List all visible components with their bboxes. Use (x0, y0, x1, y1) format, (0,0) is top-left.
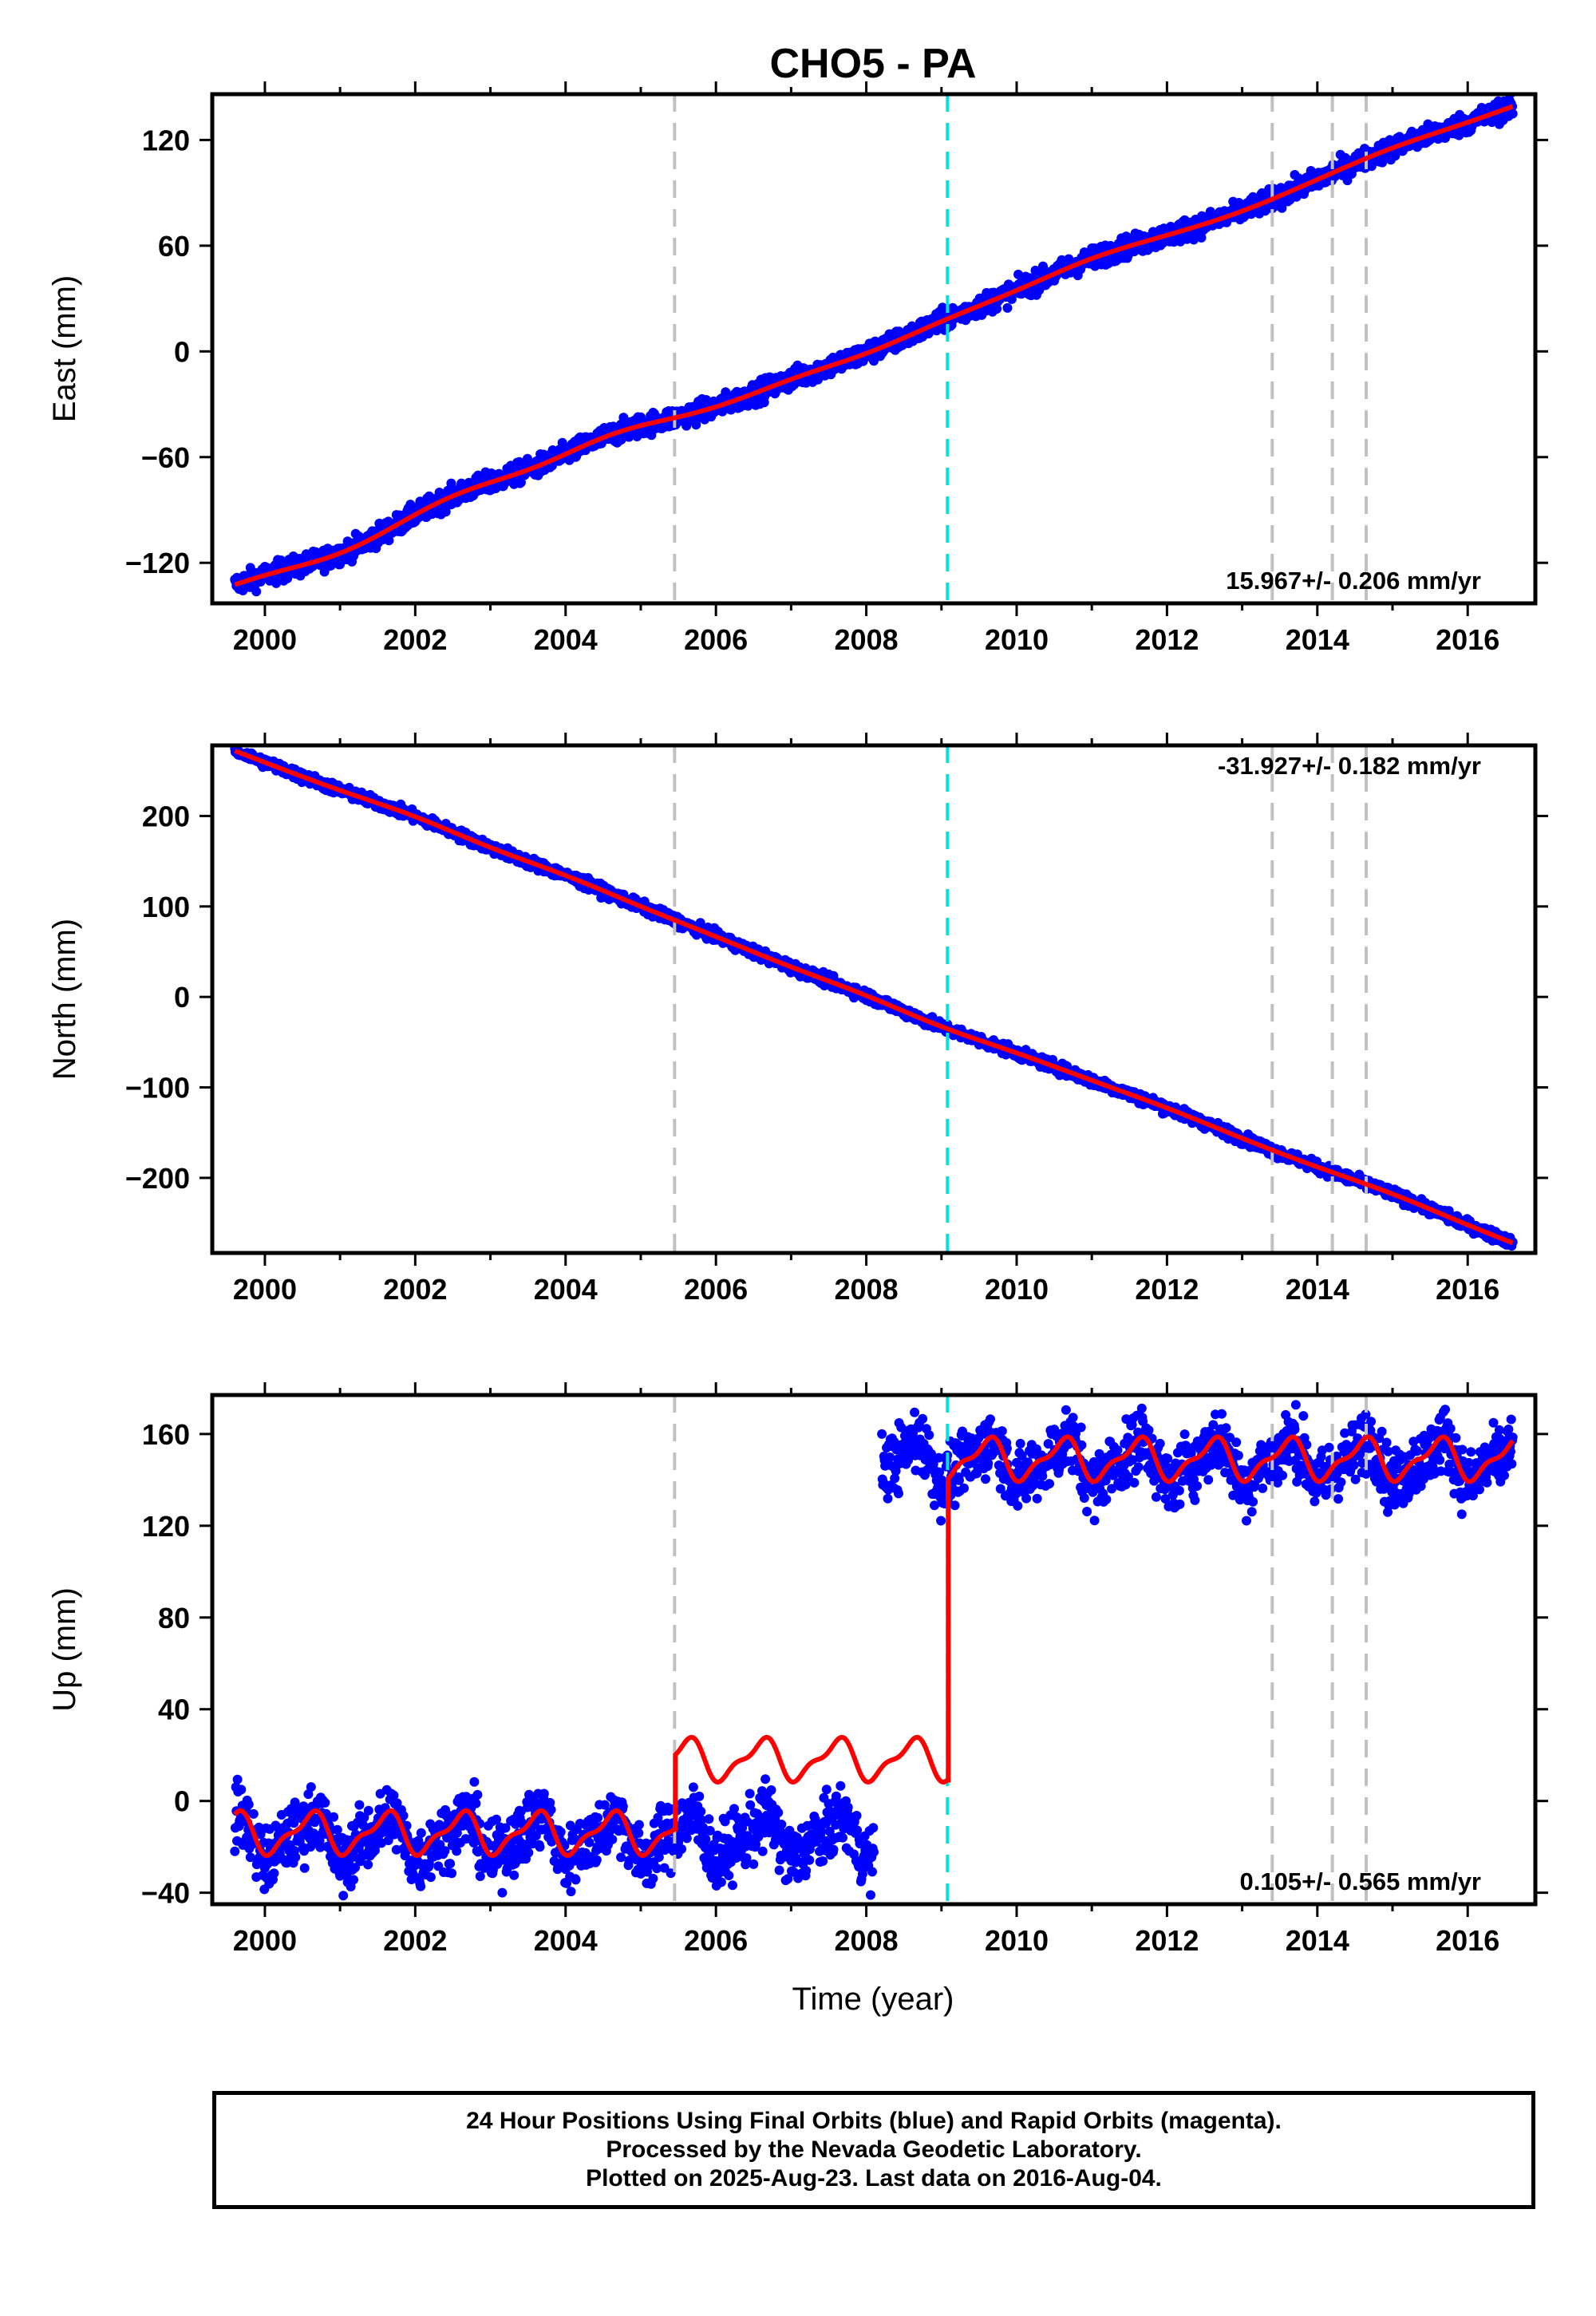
y-tick-label: −200 (125, 1162, 190, 1195)
position-point (236, 1784, 247, 1795)
x-tick-label: 2010 (985, 623, 1049, 656)
position-point (251, 587, 262, 597)
position-point (1196, 232, 1207, 243)
chart-title: CHO5 - PA (769, 41, 976, 87)
position-point (1013, 269, 1023, 279)
position-point (269, 1868, 279, 1879)
position-point (230, 1846, 240, 1856)
position-point (248, 1808, 259, 1819)
x-tick-label: 2016 (1436, 623, 1499, 656)
x-tick-label: 2012 (1135, 623, 1199, 656)
position-point (1030, 265, 1041, 275)
position-point (232, 1774, 243, 1784)
x-tick-label: 2008 (835, 1273, 899, 1306)
y-tick-label: 0 (174, 335, 190, 368)
model-fit-line (234, 749, 1514, 1246)
velocity-rate-label: -31.927+/- 0.182 mm/yr (1218, 752, 1481, 780)
panel-frame (210, 92, 1538, 606)
x-tick-label: 2012 (1135, 1273, 1199, 1306)
position-point (440, 507, 451, 517)
x-tick-label: 2006 (684, 623, 748, 656)
x-tick-label: 2000 (233, 1273, 297, 1306)
position-point (1002, 302, 1013, 313)
east-panel: 2000 2002 2004 2006 2008 2010 2012 2014 2016 −120… (47, 81, 1548, 656)
north-panel: 2000 2002 2004 2006 2008 2010 2012 2014 2016−200… (47, 733, 1548, 1306)
velocity-rate-label: 15.967+/- 0.206 mm/yr (1226, 567, 1481, 595)
plot-area (230, 1395, 1518, 1904)
y-tick-label: −100 (125, 1072, 190, 1105)
x-tick-label: 2002 (383, 1273, 447, 1306)
position-point (516, 477, 526, 488)
y-tick-label: 200 (142, 800, 190, 832)
y-axis-title: East (mm) (47, 275, 82, 422)
x-tick-label: 2014 (1286, 1273, 1349, 1306)
position-point (1006, 294, 1017, 304)
plot-area (230, 94, 1518, 603)
x-tick-label: 2000 (233, 623, 297, 656)
position-point (245, 1852, 255, 1863)
y-tick-label: 60 (158, 230, 190, 263)
plot-area (230, 745, 1518, 1253)
x-tick-label: 2006 (684, 1273, 748, 1306)
y-axis-title: North (mm) (47, 919, 82, 1080)
position-point (992, 304, 1002, 314)
x-tick-label: 2008 (835, 623, 899, 656)
position-point (243, 1800, 254, 1809)
position-point (938, 302, 948, 313)
position-point (1277, 203, 1287, 213)
x-tick-label: 2004 (534, 1273, 598, 1306)
y-tick-label: −120 (125, 547, 190, 579)
up-panel: 2000 2002 2004 2006 2008 2010 2012 2014 2016−400… (47, 1382, 1548, 1957)
y-tick-label: 100 (142, 891, 190, 923)
x-tick-label: 2014 (1286, 623, 1349, 656)
x-tick-label: 2004 (534, 623, 598, 656)
position-point (1189, 235, 1199, 245)
x-tick-label: 2010 (985, 1273, 1049, 1306)
y-tick-label: −60 (141, 441, 190, 474)
panel-frame (210, 743, 1538, 1255)
position-point (1507, 109, 1518, 119)
y-tick-label: 0 (174, 981, 190, 1014)
y-tick-label: 120 (142, 124, 190, 156)
x-tick-label: 2016 (1436, 1273, 1499, 1306)
x-tick-label: 2002 (383, 623, 447, 656)
model-fit-line (234, 104, 1514, 587)
position-point (271, 578, 282, 588)
